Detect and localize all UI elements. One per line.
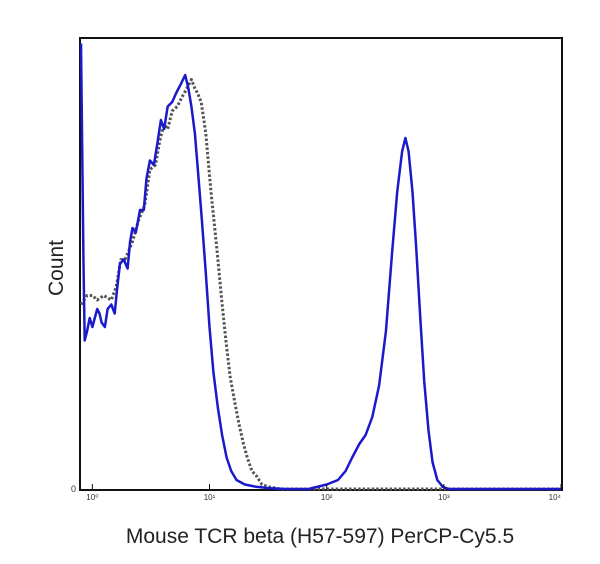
x-tick-label: 10² (321, 493, 333, 502)
x-tick-label: 10⁰ (86, 493, 98, 502)
x-tick-label: 10¹ (204, 493, 216, 502)
plot-frame (79, 37, 563, 491)
x-tick-label: 10³ (438, 493, 450, 502)
y-tick-label: 0 (71, 484, 76, 494)
y-axis-label: Count (45, 240, 68, 296)
histogram-series-2 (79, 43, 561, 491)
tick-layer: 10⁰ 10¹ 10² 10³ 10⁴ 0 (71, 484, 562, 502)
x-axis-label: Mouse TCR beta (H57-597) PerCP-Cy5.5 (126, 525, 514, 548)
series-layer (79, 43, 561, 491)
x-tick-label: 10⁴ (549, 493, 562, 502)
